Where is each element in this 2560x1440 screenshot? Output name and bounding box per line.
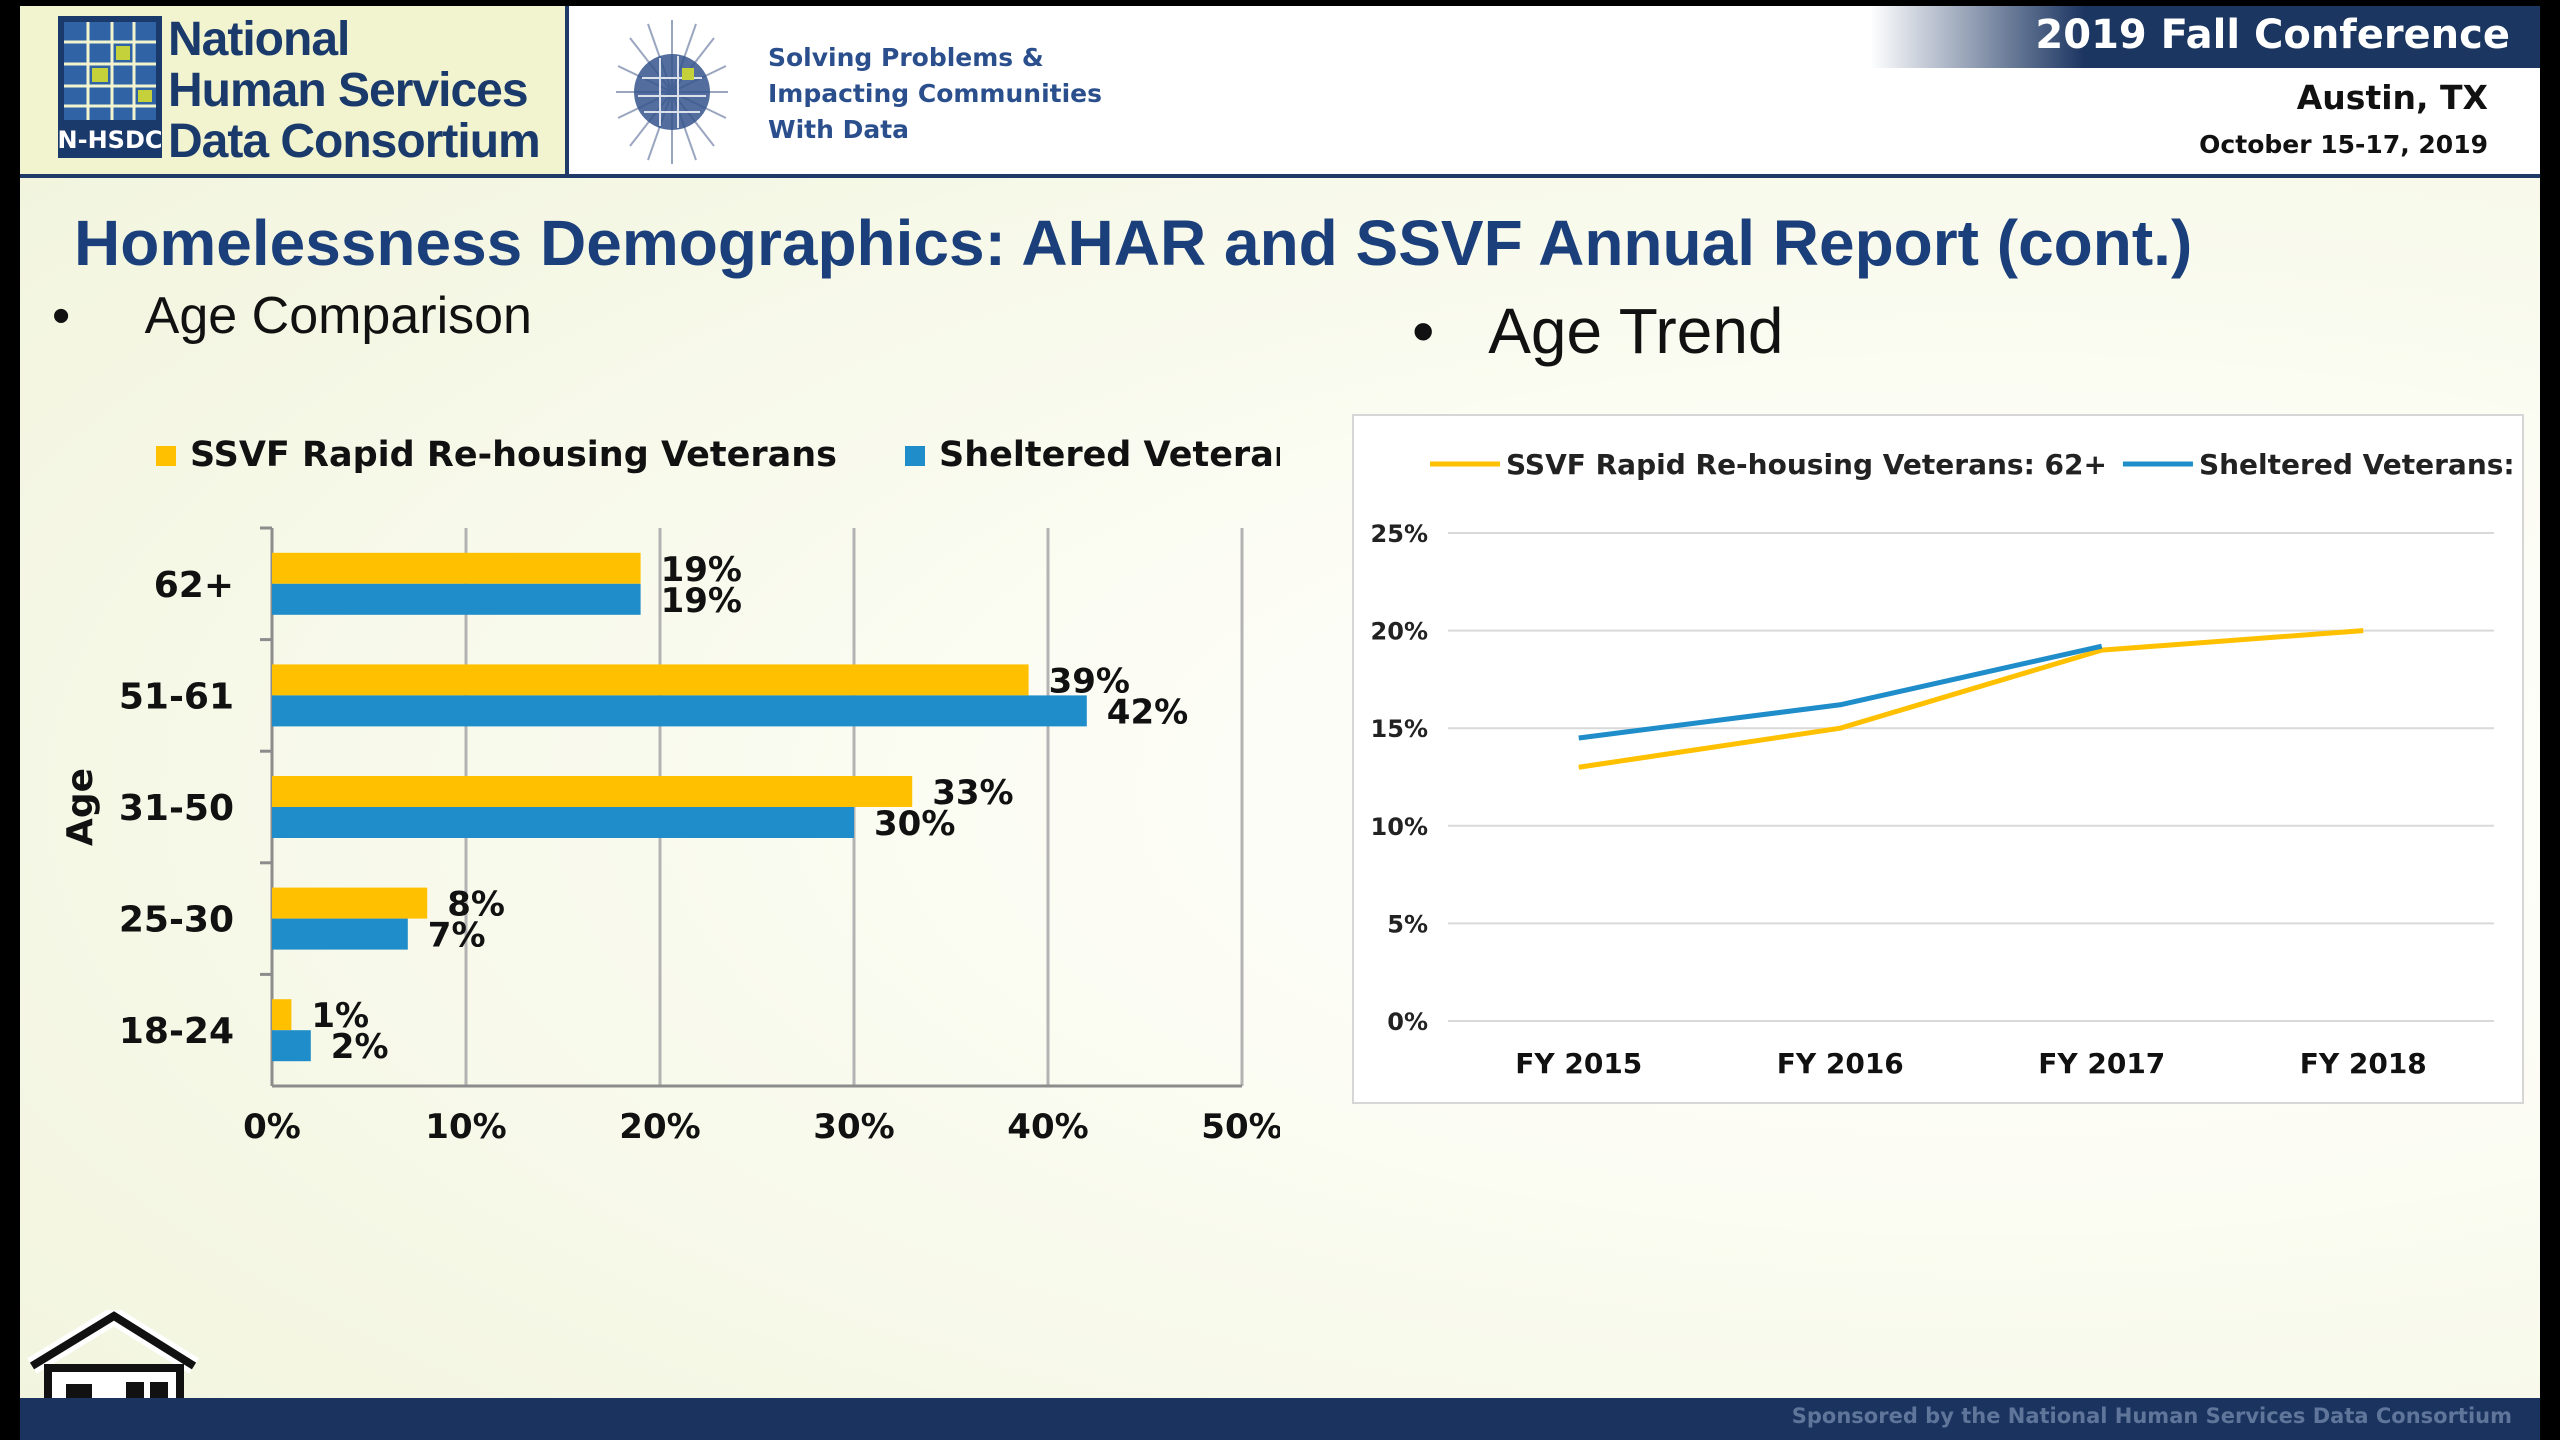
y-tick-label: 20% bbox=[1371, 618, 1428, 646]
data-label: 8% bbox=[447, 885, 505, 925]
bar bbox=[272, 887, 428, 919]
y-tick-label: 5% bbox=[1387, 910, 1428, 938]
data-label: 7% bbox=[428, 916, 486, 956]
data-label: 30% bbox=[874, 804, 955, 844]
bar bbox=[272, 583, 641, 615]
logo-acronym: N-HSDC bbox=[58, 126, 162, 154]
nhsdc-emblem-icon: N-HSDC bbox=[58, 16, 162, 158]
x-tick-label: FY 2017 bbox=[2038, 1047, 2165, 1080]
bullet-label: Age Comparison bbox=[144, 287, 532, 345]
tagline-line-2: Impacting Communities bbox=[768, 79, 1102, 108]
slide-header: N-HSDC National Human Services Data Cons… bbox=[20, 6, 2540, 178]
x-tick-label: FY 2016 bbox=[1777, 1047, 1904, 1080]
x-tick-label: 20% bbox=[619, 1107, 700, 1147]
age-trend-line-chart: 0% 5% 10% 15% 20% 25% FY 2015 FY 2016 FY 2017 FY … bbox=[1371, 448, 2560, 1080]
legend-label: Sheltered Veterans: 62+ bbox=[2199, 448, 2522, 481]
age-comparison-bar-chart: 0% 10% 20% 30% 40% 50% 62+ 19%19% 51-61 39%42% 31-… bbox=[60, 435, 1280, 1147]
x-tick-label: 40% bbox=[1007, 1107, 1088, 1147]
conference-banner: 2019 Fall Conference bbox=[1870, 6, 2540, 68]
y-tick-label: 18-24 bbox=[119, 1011, 234, 1052]
x-tick-label: FY 2018 bbox=[2300, 1047, 2427, 1080]
series-line bbox=[1578, 628, 2364, 770]
data-globe-icon bbox=[616, 20, 728, 164]
data-label: 33% bbox=[932, 773, 1013, 813]
y-tick-label: 25-30 bbox=[119, 900, 234, 941]
legend-label: SSVF Rapid Re-housing Veterans: 62+ bbox=[1506, 448, 2107, 481]
legend-swatch bbox=[156, 446, 176, 466]
tagline: Solving Problems & Impacting Communities… bbox=[768, 40, 1168, 148]
tagline-line-3: With Data bbox=[768, 115, 910, 144]
bullet-dot: • bbox=[52, 287, 71, 345]
data-label: 39% bbox=[1049, 661, 1130, 701]
x-tick-label: FY 2015 bbox=[1515, 1047, 1642, 1080]
nhsdc-logo: N-HSDC National Human Services Data Cons… bbox=[20, 6, 569, 174]
age-trend-panel: 0% 5% 10% 15% 20% 25% FY 2015 FY 2016 FY 2017 FY … bbox=[1352, 414, 2560, 1104]
data-label: 42% bbox=[1107, 692, 1188, 732]
x-tick-label: 10% bbox=[425, 1107, 506, 1147]
data-label: 19% bbox=[661, 550, 742, 590]
bar bbox=[272, 999, 292, 1031]
bar bbox=[272, 664, 1029, 696]
logo-line-3: Data Consortium bbox=[168, 115, 541, 168]
bar bbox=[272, 807, 854, 838]
tagline-line-1: Solving Problems & bbox=[768, 43, 1044, 72]
y-tick-label: 10% bbox=[1371, 813, 1428, 841]
legend-label: Sheltered Veterans bbox=[939, 435, 1280, 475]
y-tick-label: 31-50 bbox=[119, 788, 234, 829]
y-tick-label: 0% bbox=[1387, 1008, 1428, 1036]
bar bbox=[272, 918, 408, 950]
bullet-age-comparison: • Age Comparison bbox=[52, 286, 532, 346]
y-axis-title: Age bbox=[60, 768, 101, 846]
y-tick-label: 25% bbox=[1371, 520, 1428, 548]
bar bbox=[272, 776, 913, 807]
conference-dates: October 15-17, 2019 bbox=[2199, 130, 2488, 159]
bar bbox=[272, 1030, 311, 1062]
data-label: 19% bbox=[661, 581, 742, 621]
x-tick-label: 0% bbox=[243, 1107, 301, 1147]
x-tick-label: 30% bbox=[813, 1107, 894, 1147]
y-tick-label: 15% bbox=[1371, 715, 1428, 743]
legend-label: SSVF Rapid Re-housing Veterans bbox=[190, 435, 837, 475]
y-tick-label: 62+ bbox=[154, 565, 234, 606]
series-line bbox=[1578, 643, 2103, 741]
slide-title: Homelessness Demographics: AHAR and SSVF… bbox=[74, 207, 2193, 279]
bullet-age-trend: • Age Trend bbox=[1412, 294, 1784, 368]
conference-location: Austin, TX bbox=[2296, 78, 2488, 117]
legend-swatch bbox=[904, 446, 925, 466]
y-tick-label: 51-61 bbox=[119, 676, 234, 717]
bullet-label: Age Trend bbox=[1488, 295, 1784, 367]
footer-sponsor-text: Sponsored by the National Human Services… bbox=[1791, 1404, 2512, 1428]
bar bbox=[272, 552, 641, 584]
logo-line-1: National bbox=[168, 13, 350, 66]
slide-footer: Sponsored by the National Human Services… bbox=[20, 1398, 2540, 1440]
data-label: 2% bbox=[331, 1027, 389, 1067]
x-tick-label: 50% bbox=[1201, 1107, 1280, 1147]
data-label: 1% bbox=[311, 996, 369, 1036]
logo-wordmark: National Human Services Data Consortium bbox=[168, 14, 568, 167]
logo-line-2: Human Services bbox=[168, 64, 529, 117]
bar bbox=[272, 695, 1087, 727]
conference-title: 2019 Fall Conference bbox=[2035, 12, 2510, 58]
bullet-dot: • bbox=[1412, 295, 1435, 367]
